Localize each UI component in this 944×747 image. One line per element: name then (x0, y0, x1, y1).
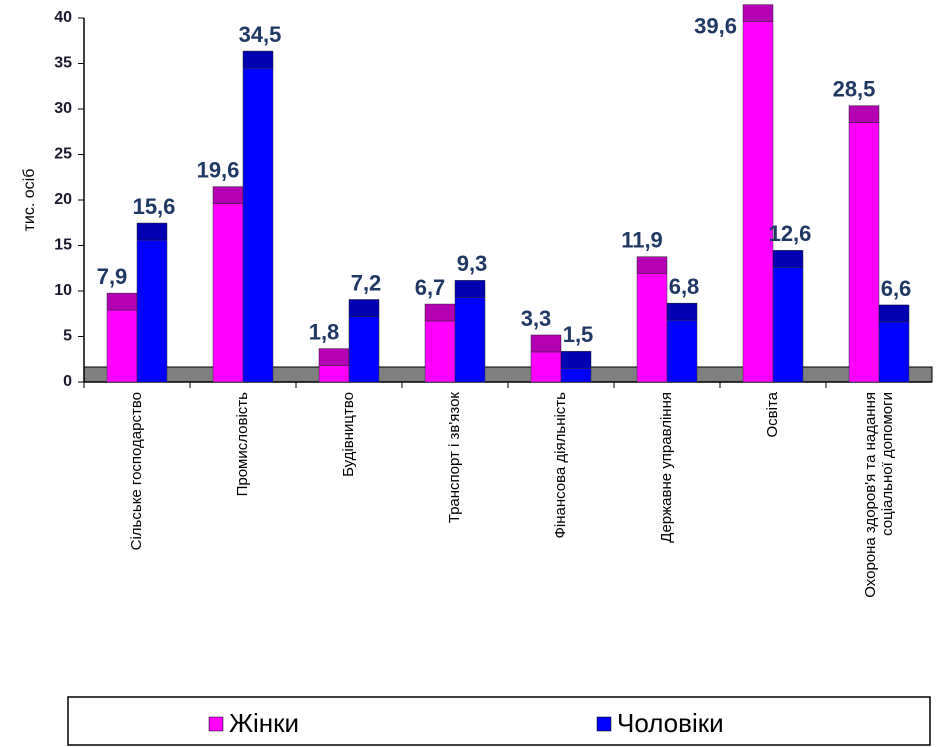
legend-box (67, 696, 931, 746)
bar (848, 122, 880, 383)
bar-cap (136, 222, 168, 241)
bar (636, 273, 668, 383)
bar-cap-shade (213, 186, 243, 204)
value-label: 7,2 (351, 270, 382, 295)
bar (742, 21, 774, 383)
bar-cap (454, 280, 486, 298)
bar-cap-shade (349, 299, 379, 317)
bar-cap-shade (743, 4, 773, 22)
value-label: 6,8 (669, 274, 700, 299)
x-tick-label: Фінансова діяльність (552, 392, 569, 539)
y-tick-label: 35 (54, 55, 72, 72)
bar-cap-shade (107, 293, 137, 311)
bar-cap (636, 256, 668, 274)
bar-cap-shade (319, 348, 349, 366)
y-tick-label: 15 (54, 237, 72, 254)
legend-swatch (596, 716, 612, 732)
bar-cap (848, 105, 880, 123)
value-label: 19,6 (197, 157, 240, 182)
legend-label: Жінки (229, 708, 299, 738)
bar-cap-shade (667, 303, 697, 321)
bar-cap (560, 351, 592, 369)
bar (666, 319, 698, 383)
bar-cap-shade (773, 250, 803, 268)
y-tick-label: 0 (63, 373, 72, 390)
value-label: 34,5 (239, 22, 282, 47)
bar (106, 309, 138, 383)
y-axis-label: тис. осіб (21, 169, 38, 232)
x-tick-label: Освіта (764, 391, 781, 437)
value-label: 39,6 (694, 13, 737, 38)
bar-cap-shade (455, 280, 485, 298)
legend-swatch (208, 716, 224, 732)
value-label: 12,6 (769, 221, 812, 246)
bar-cap-shade (137, 223, 167, 241)
value-label: 28,5 (833, 76, 876, 101)
bar-cap (666, 302, 698, 321)
bar (454, 297, 486, 383)
value-label: 15,6 (133, 194, 176, 219)
bar-cap-shade (849, 105, 879, 123)
bar (530, 351, 562, 383)
y-tick-label: 20 (54, 191, 72, 208)
bar-cap (348, 299, 380, 317)
value-label: 3,3 (521, 306, 552, 331)
bar-cap-shade (531, 334, 561, 352)
value-label: 1,5 (563, 322, 594, 347)
bar-cap-shade (637, 256, 667, 274)
x-tick-label: Сільське господарство (128, 392, 145, 550)
x-tick-label: Промисловість (234, 392, 251, 497)
y-tick-label: 5 (63, 328, 72, 345)
bar (424, 320, 456, 383)
x-tick-label: Будівництво (340, 392, 357, 477)
bar (348, 316, 380, 383)
value-label: 9,3 (457, 251, 488, 276)
y-tick-label: 30 (54, 100, 72, 117)
value-label: 1,8 (309, 319, 340, 344)
bar-cap-shade (561, 351, 591, 369)
bar (878, 321, 910, 383)
bar (242, 67, 274, 383)
y-tick-label: 40 (54, 9, 72, 26)
value-label: 11,9 (621, 228, 663, 253)
bar (136, 239, 168, 383)
bar (318, 365, 350, 383)
bar (772, 267, 804, 383)
y-tick-label: 25 (54, 146, 72, 163)
bar-cap (772, 250, 804, 268)
legend-label: Чоловіки (617, 708, 724, 738)
bar (212, 203, 244, 383)
bar-cap (742, 4, 774, 22)
x-tick-label: Охорона здоров'я та наданнясоціальної до… (862, 392, 896, 598)
bar-cap (242, 50, 274, 69)
x-tick-label: Транспорт і зв'язок (446, 392, 463, 524)
y-tick-label: 10 (54, 282, 72, 299)
floor (83, 366, 933, 383)
bar-cap-shade (243, 51, 273, 69)
value-label: 7,9 (97, 264, 128, 289)
bar-cap (530, 334, 562, 353)
bar-cap-shade (425, 304, 455, 322)
value-label: 6,6 (881, 276, 912, 301)
bar (560, 368, 592, 383)
value-label: 6,7 (415, 275, 446, 300)
bar-cap (878, 304, 910, 323)
x-tick-label: Державне управління (658, 392, 675, 543)
bar-cap-shade (879, 304, 909, 322)
